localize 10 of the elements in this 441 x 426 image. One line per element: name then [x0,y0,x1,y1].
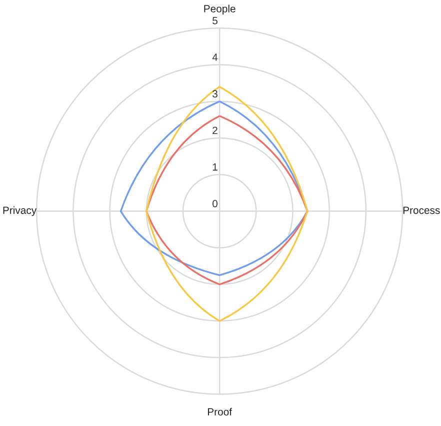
y-tick-label: 1 [212,163,218,171]
spoke-label: Proof [208,408,232,416]
y-tick-label: 4 [212,54,218,61]
y-tick-label: 3 [212,90,218,98]
y-tick-label: 0 [212,200,218,208]
spoke-label: People [204,4,236,14]
spoke-label: Privacy [3,206,37,216]
y-tick-label: 5 [212,17,218,24]
y-tick-label: 2 [212,126,218,134]
spoke-label: Process [403,206,440,214]
